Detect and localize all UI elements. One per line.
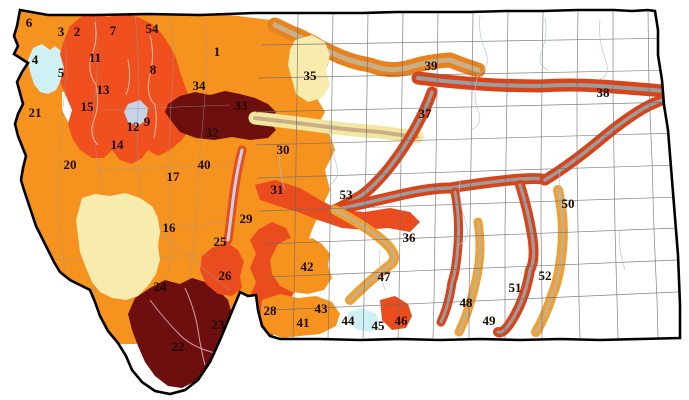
- svg-text:47: 47: [378, 269, 392, 284]
- svg-text:50: 50: [562, 196, 575, 211]
- svg-text:3: 3: [58, 24, 65, 39]
- svg-text:1: 1: [214, 44, 221, 59]
- svg-text:38: 38: [597, 85, 611, 100]
- svg-text:9: 9: [144, 114, 151, 129]
- svg-text:4: 4: [32, 52, 39, 67]
- svg-text:36: 36: [403, 230, 417, 245]
- svg-text:14: 14: [111, 137, 125, 152]
- svg-text:24: 24: [154, 279, 168, 294]
- svg-text:20: 20: [64, 157, 77, 172]
- svg-text:8: 8: [150, 62, 157, 77]
- svg-text:22: 22: [172, 339, 185, 354]
- svg-text:49: 49: [483, 313, 497, 328]
- svg-text:11: 11: [89, 50, 101, 65]
- svg-text:15: 15: [81, 99, 95, 114]
- svg-text:46: 46: [395, 313, 409, 328]
- svg-text:51: 51: [509, 280, 522, 295]
- svg-text:13: 13: [97, 82, 111, 97]
- svg-text:42: 42: [301, 259, 314, 274]
- svg-text:52: 52: [539, 268, 552, 283]
- svg-text:5: 5: [58, 65, 65, 80]
- svg-text:40: 40: [198, 157, 211, 172]
- svg-text:43: 43: [315, 301, 329, 316]
- svg-text:53: 53: [340, 187, 354, 202]
- svg-text:44: 44: [342, 313, 356, 328]
- svg-text:54: 54: [146, 21, 160, 36]
- svg-text:45: 45: [372, 318, 386, 333]
- svg-text:34: 34: [193, 78, 207, 93]
- svg-text:41: 41: [297, 315, 310, 330]
- svg-text:28: 28: [264, 303, 278, 318]
- svg-text:2: 2: [74, 24, 81, 39]
- svg-text:7: 7: [110, 23, 117, 38]
- svg-text:39: 39: [425, 58, 439, 73]
- svg-text:48: 48: [460, 295, 474, 310]
- svg-text:37: 37: [419, 106, 433, 121]
- svg-text:6: 6: [26, 15, 33, 30]
- svg-text:29: 29: [240, 211, 254, 226]
- svg-text:33: 33: [235, 98, 249, 113]
- svg-text:32: 32: [206, 125, 219, 140]
- svg-text:16: 16: [163, 220, 177, 235]
- svg-text:30: 30: [277, 142, 290, 157]
- svg-text:25: 25: [214, 234, 228, 249]
- svg-text:17: 17: [167, 169, 181, 184]
- svg-text:12: 12: [127, 119, 140, 134]
- svg-text:31: 31: [271, 182, 284, 197]
- svg-text:35: 35: [304, 68, 318, 83]
- svg-text:21: 21: [29, 105, 42, 120]
- svg-text:26: 26: [219, 268, 233, 283]
